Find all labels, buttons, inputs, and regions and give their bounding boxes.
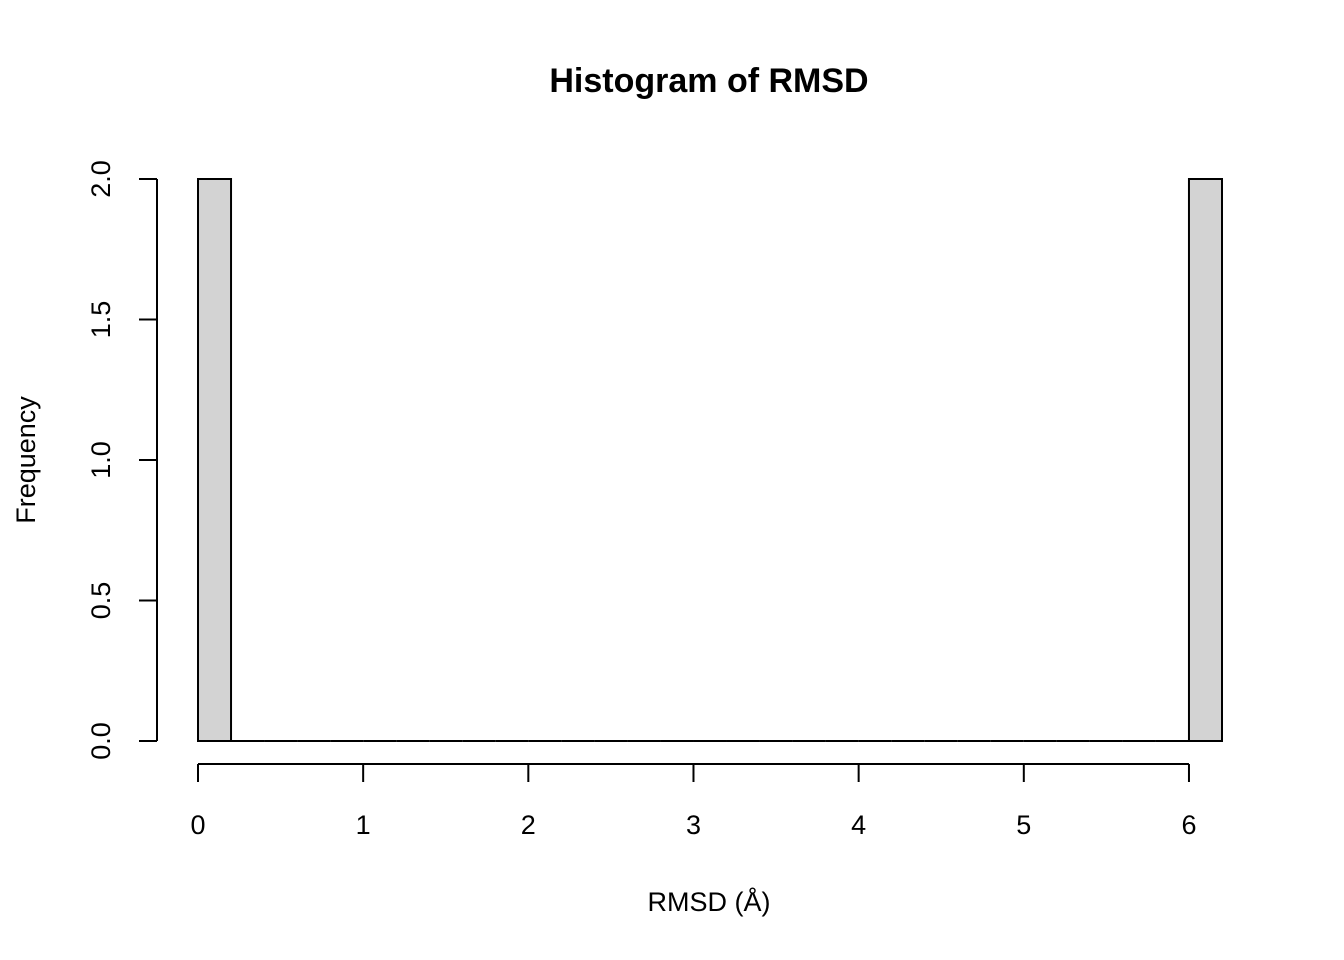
x-tick-label: 2 [521, 810, 536, 840]
histogram-bar [1187, 178, 1224, 742]
chart-title: Histogram of RMSD [549, 62, 868, 100]
y-axis: 0.0 0.5 1.0 1.5 2.0 [86, 160, 158, 760]
y-tick-label: 0.0 [86, 722, 116, 760]
histogram-bars [197, 178, 1224, 742]
y-tick-label: 1.0 [86, 441, 116, 479]
x-axis-label: RMSD (Å) [648, 886, 771, 917]
histogram-bar [197, 178, 233, 742]
x-tick-label: 0 [190, 810, 205, 840]
x-axis: 0 1 2 3 4 5 6 [190, 763, 1196, 840]
x-tick-label: 3 [686, 810, 701, 840]
y-tick-label: 1.5 [86, 301, 116, 339]
x-tick-label: 6 [1181, 810, 1196, 840]
y-tick-label: 0.5 [86, 582, 116, 620]
x-tick-label: 4 [851, 810, 866, 840]
x-tick-label: 1 [356, 810, 371, 840]
y-axis-label: Frequency [11, 396, 41, 524]
x-tick-label: 5 [1016, 810, 1031, 840]
y-tick-label: 2.0 [86, 160, 116, 198]
